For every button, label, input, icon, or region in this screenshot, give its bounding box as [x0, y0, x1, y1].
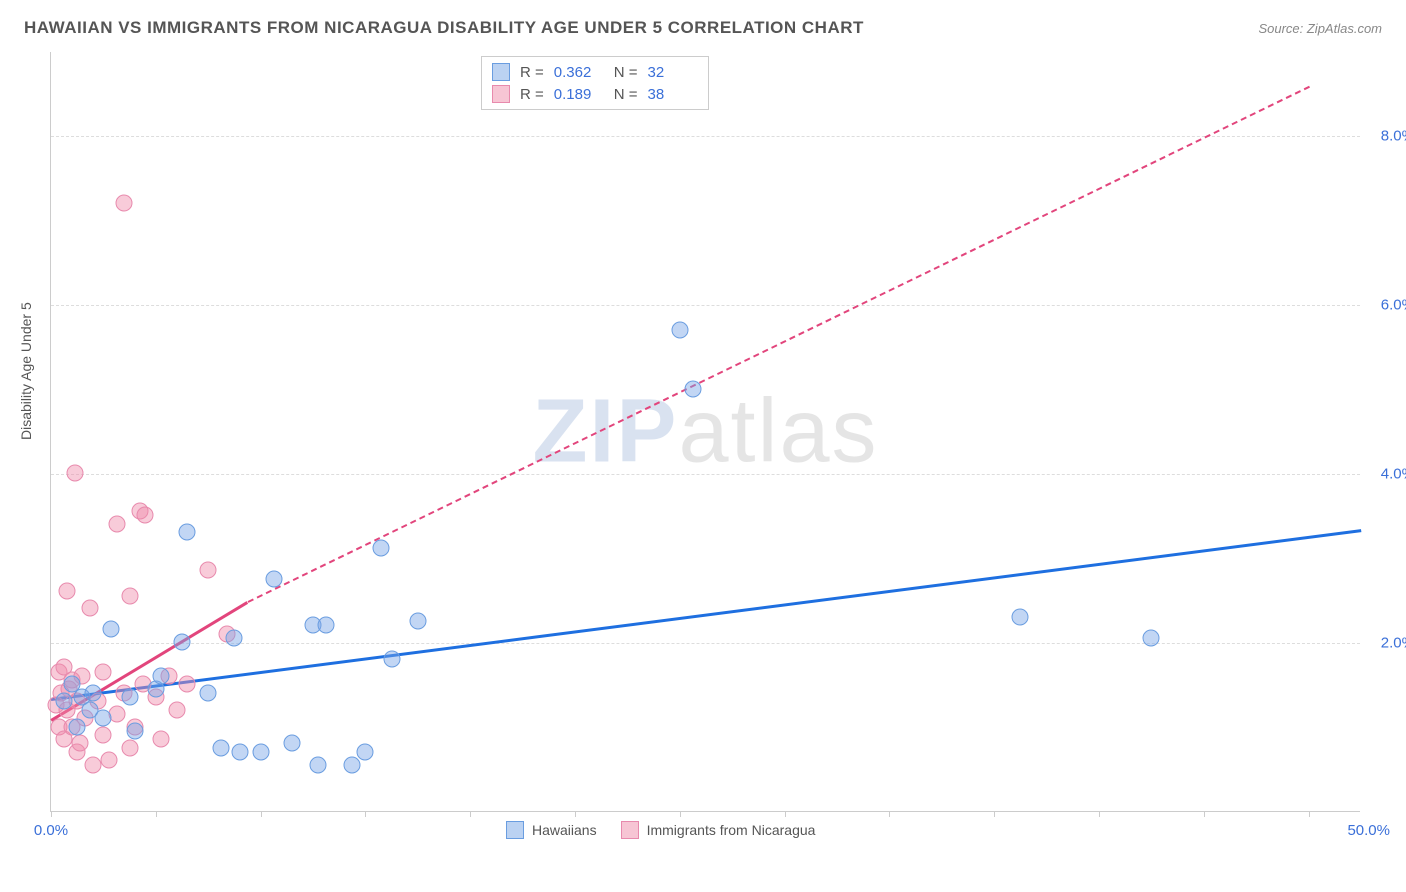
point-hawaiians [84, 684, 101, 701]
legend-item-nicaragua: Immigrants from Nicaragua [621, 821, 816, 839]
legend-item-hawaiians: Hawaiians [506, 821, 597, 839]
y-tick-label: 2.0% [1381, 635, 1406, 652]
x-tick [261, 811, 262, 817]
point-nicaragua [71, 735, 88, 752]
point-hawaiians [252, 743, 269, 760]
point-nicaragua [137, 507, 154, 524]
point-hawaiians [56, 693, 73, 710]
x-tick [680, 811, 681, 817]
point-hawaiians [213, 739, 230, 756]
stats-row-nicaragua: R = 0.189 N = 38 [492, 83, 698, 105]
point-nicaragua [58, 583, 75, 600]
x-tick [889, 811, 890, 817]
point-nicaragua [84, 756, 101, 773]
x-tick-label: 50.0% [1347, 822, 1390, 839]
point-hawaiians [231, 743, 248, 760]
point-nicaragua [168, 701, 185, 718]
y-tick-label: 4.0% [1381, 466, 1406, 483]
header: HAWAIIAN VS IMMIGRANTS FROM NICARAGUA DI… [24, 18, 1382, 38]
gridline [51, 474, 1360, 475]
point-hawaiians [265, 570, 282, 587]
gridline [51, 643, 1360, 644]
x-tick [470, 811, 471, 817]
point-hawaiians [310, 756, 327, 773]
point-nicaragua [108, 515, 125, 532]
point-nicaragua [95, 663, 112, 680]
point-hawaiians [1012, 608, 1029, 625]
point-nicaragua [153, 731, 170, 748]
point-hawaiians [179, 524, 196, 541]
swatch-pink [492, 85, 510, 103]
y-tick-label: 8.0% [1381, 128, 1406, 145]
stats-legend: R = 0.362 N = 32 R = 0.189 N = 38 [481, 56, 709, 110]
swatch-blue [506, 821, 524, 839]
trend-line [51, 529, 1361, 700]
point-hawaiians [684, 380, 701, 397]
point-hawaiians [671, 321, 688, 338]
point-nicaragua [95, 727, 112, 744]
point-nicaragua [116, 195, 133, 212]
x-tick [1204, 811, 1205, 817]
stats-row-hawaiians: R = 0.362 N = 32 [492, 61, 698, 83]
trend-line-dashed [247, 86, 1309, 603]
point-nicaragua [121, 587, 138, 604]
x-tick-label: 0.0% [34, 822, 68, 839]
x-tick [1309, 811, 1310, 817]
point-hawaiians [95, 710, 112, 727]
x-tick [1099, 811, 1100, 817]
watermark: ZIPatlas [532, 380, 878, 483]
point-hawaiians [1143, 629, 1160, 646]
swatch-pink [621, 821, 639, 839]
point-hawaiians [373, 539, 390, 556]
chart-title: HAWAIIAN VS IMMIGRANTS FROM NICARAGUA DI… [24, 18, 864, 38]
point-hawaiians [126, 722, 143, 739]
x-tick [51, 811, 52, 817]
point-hawaiians [383, 651, 400, 668]
scatter-chart: ZIPatlas R = 0.362 N = 32 R = 0.189 N = … [50, 52, 1360, 812]
point-nicaragua [66, 465, 83, 482]
x-tick [994, 811, 995, 817]
point-hawaiians [103, 621, 120, 638]
point-hawaiians [226, 629, 243, 646]
point-hawaiians [174, 634, 191, 651]
point-hawaiians [200, 684, 217, 701]
point-hawaiians [357, 743, 374, 760]
bottom-legend: Hawaiians Immigrants from Nicaragua [506, 821, 815, 839]
point-nicaragua [82, 600, 99, 617]
point-nicaragua [100, 752, 117, 769]
gridline [51, 136, 1360, 137]
point-hawaiians [318, 617, 335, 634]
x-tick [785, 811, 786, 817]
point-hawaiians [121, 689, 138, 706]
point-hawaiians [284, 735, 301, 752]
y-axis-label: Disability Age Under 5 [18, 302, 34, 440]
point-hawaiians [69, 718, 86, 735]
point-hawaiians [409, 613, 426, 630]
x-tick [575, 811, 576, 817]
point-nicaragua [200, 562, 217, 579]
x-tick [365, 811, 366, 817]
source-label: Source: ZipAtlas.com [1258, 21, 1382, 36]
point-hawaiians [153, 667, 170, 684]
y-tick-label: 6.0% [1381, 297, 1406, 314]
point-nicaragua [179, 676, 196, 693]
point-nicaragua [121, 739, 138, 756]
swatch-blue [492, 63, 510, 81]
point-hawaiians [344, 756, 361, 773]
x-tick [156, 811, 157, 817]
gridline [51, 305, 1360, 306]
